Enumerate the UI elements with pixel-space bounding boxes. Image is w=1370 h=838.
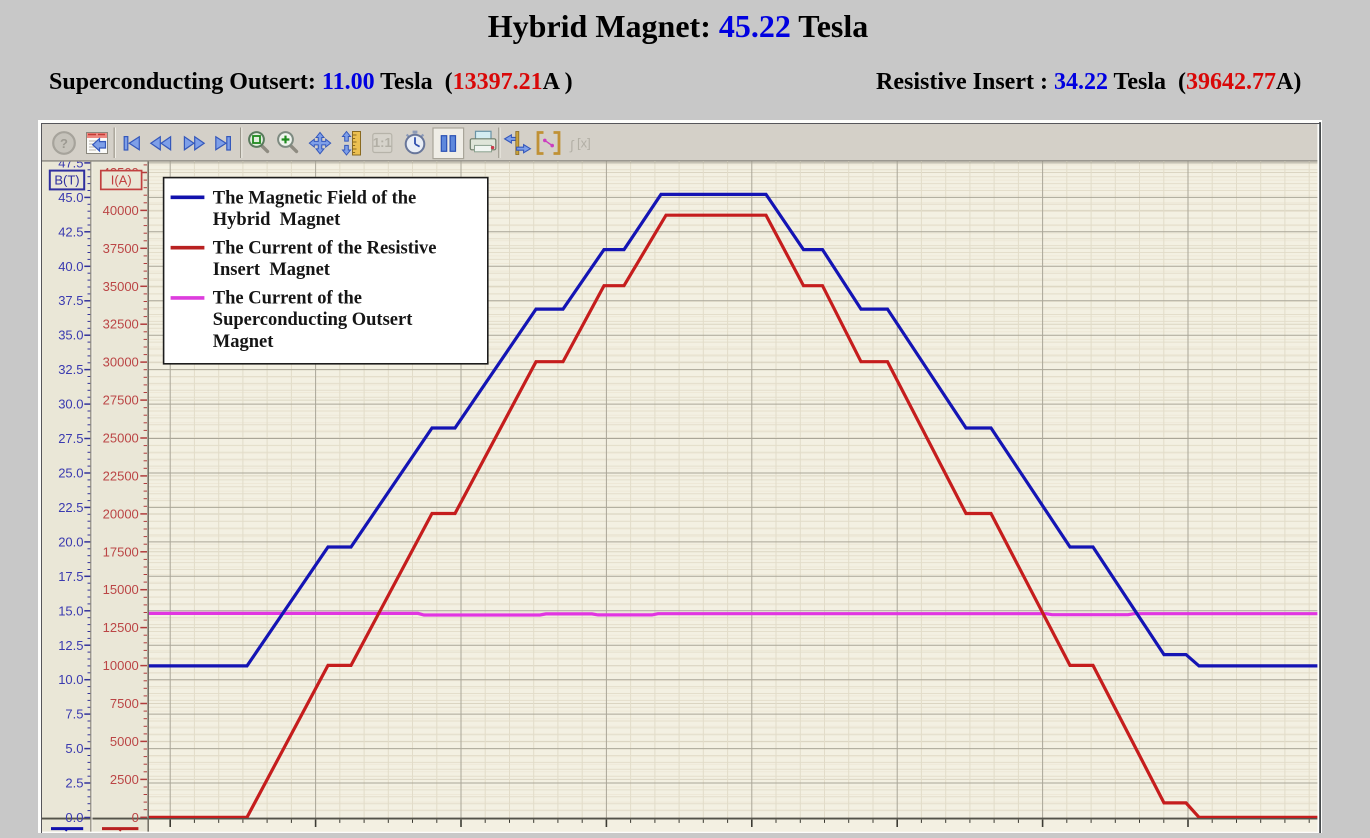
svg-text:∫: ∫ [569, 138, 575, 153]
svg-text:The Magnetic Field of the: The Magnetic Field of the [213, 188, 416, 208]
svg-text:30.0: 30.0 [58, 397, 83, 412]
svg-text:7500: 7500 [110, 696, 139, 711]
svg-text:Hybrid Magnet: Hybrid Magnet [213, 210, 341, 230]
svg-text:7.5: 7.5 [65, 707, 83, 722]
svg-text:2.5: 2.5 [65, 776, 83, 791]
svg-text:?: ? [60, 136, 68, 151]
svg-text:32.5: 32.5 [58, 362, 83, 377]
svg-text:Superconducting Outsert: Superconducting Outsert [213, 310, 413, 330]
svg-text:32500: 32500 [103, 317, 139, 332]
svg-text:17500: 17500 [103, 544, 139, 559]
svg-text:27500: 27500 [103, 393, 139, 408]
svg-text:45.0: 45.0 [58, 190, 83, 205]
svg-text:The Current of the: The Current of the [213, 288, 362, 308]
svg-text:27.5: 27.5 [58, 431, 83, 446]
svg-text:[x]: [x] [577, 136, 591, 151]
svg-text:1:1: 1:1 [373, 135, 392, 150]
svg-text:The Current of the Resistive: The Current of the Resistive [213, 238, 437, 258]
svg-text:5.0: 5.0 [65, 741, 83, 756]
svg-text:22.5: 22.5 [58, 500, 83, 515]
svg-text:15.0: 15.0 [58, 603, 83, 618]
svg-text:42.5: 42.5 [58, 224, 83, 239]
svg-text:35000: 35000 [103, 279, 139, 294]
svg-text:37.5: 37.5 [58, 293, 83, 308]
svg-text:25000: 25000 [103, 431, 139, 446]
svg-text:I(A): I(A) [111, 173, 132, 188]
svg-text:10000: 10000 [103, 658, 139, 673]
svg-text:Insert Magnet: Insert Magnet [213, 260, 331, 280]
svg-text:0: 0 [132, 810, 139, 825]
svg-text:17.5: 17.5 [58, 569, 83, 584]
svg-text:B(T): B(T) [54, 173, 79, 188]
svg-text:15000: 15000 [103, 582, 139, 597]
svg-text:30000: 30000 [103, 355, 139, 370]
svg-text:37500: 37500 [103, 241, 139, 256]
svg-text:22500: 22500 [103, 468, 139, 483]
svg-text:5000: 5000 [110, 734, 139, 749]
svg-text:25.0: 25.0 [58, 466, 83, 481]
svg-text:40.0: 40.0 [58, 259, 83, 274]
svg-text:12.5: 12.5 [58, 638, 83, 653]
svg-text:10.0: 10.0 [58, 672, 83, 687]
svg-text:0.0: 0.0 [65, 810, 83, 825]
svg-text:12500: 12500 [103, 620, 139, 635]
svg-text:2500: 2500 [110, 772, 139, 787]
svg-text:Magnet: Magnet [213, 332, 274, 352]
svg-text:40000: 40000 [103, 203, 139, 218]
svg-text:20.0: 20.0 [58, 534, 83, 549]
svg-text:47.5: 47.5 [58, 155, 83, 170]
svg-text:35.0: 35.0 [58, 328, 83, 343]
svg-text:20000: 20000 [103, 506, 139, 521]
